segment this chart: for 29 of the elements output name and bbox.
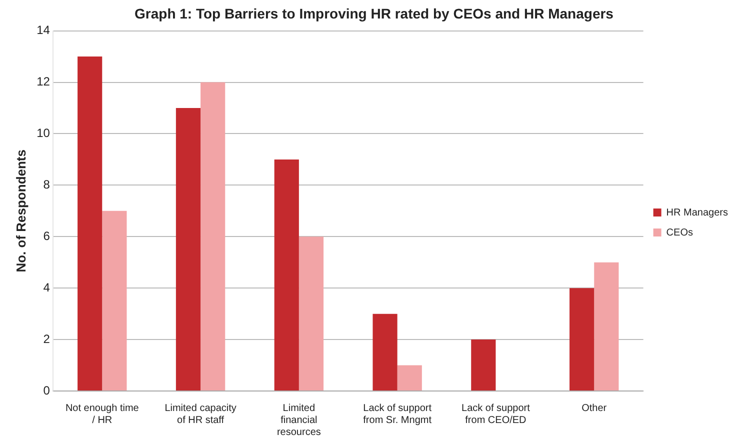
y-tick-label: 0 xyxy=(43,383,50,398)
y-tick-label: 4 xyxy=(43,280,50,294)
y-tick-label: 10 xyxy=(36,126,50,140)
bar xyxy=(200,82,226,390)
bar xyxy=(176,108,201,390)
x-tick-label: Limited capacity of HR staff xyxy=(164,402,236,426)
bar xyxy=(471,340,496,390)
bar xyxy=(274,159,299,390)
chart-title: Graph 1: Top Barriers to Improving HR rated by CEOs and HR Managers xyxy=(134,5,614,22)
y-axis-title: No. of Respondents xyxy=(13,150,28,272)
y-tick-label: 2 xyxy=(43,332,50,346)
y-tick-label: 12 xyxy=(36,74,50,89)
x-tick-label: Lack of support from Sr. Mngmt xyxy=(363,402,432,426)
y-tick-label: 14 xyxy=(36,23,50,38)
x-tick-label: Lack of support from CEO/ED xyxy=(462,402,530,426)
y-tick-label: 8 xyxy=(43,177,50,192)
legend-label: CEOs xyxy=(666,227,693,238)
bar xyxy=(298,236,324,390)
bar xyxy=(78,56,102,390)
x-tick-label: Other xyxy=(582,402,608,414)
y-tick-label: 6 xyxy=(43,228,50,243)
x-tick-label: Not enough time / HR xyxy=(65,402,140,426)
bar xyxy=(594,262,619,390)
legend-label: HR Managers xyxy=(666,207,728,218)
bar xyxy=(102,210,127,390)
bar xyxy=(570,288,594,390)
bar xyxy=(372,314,398,390)
bar xyxy=(397,365,422,390)
x-tick-label: Limited financial resources xyxy=(276,402,321,438)
